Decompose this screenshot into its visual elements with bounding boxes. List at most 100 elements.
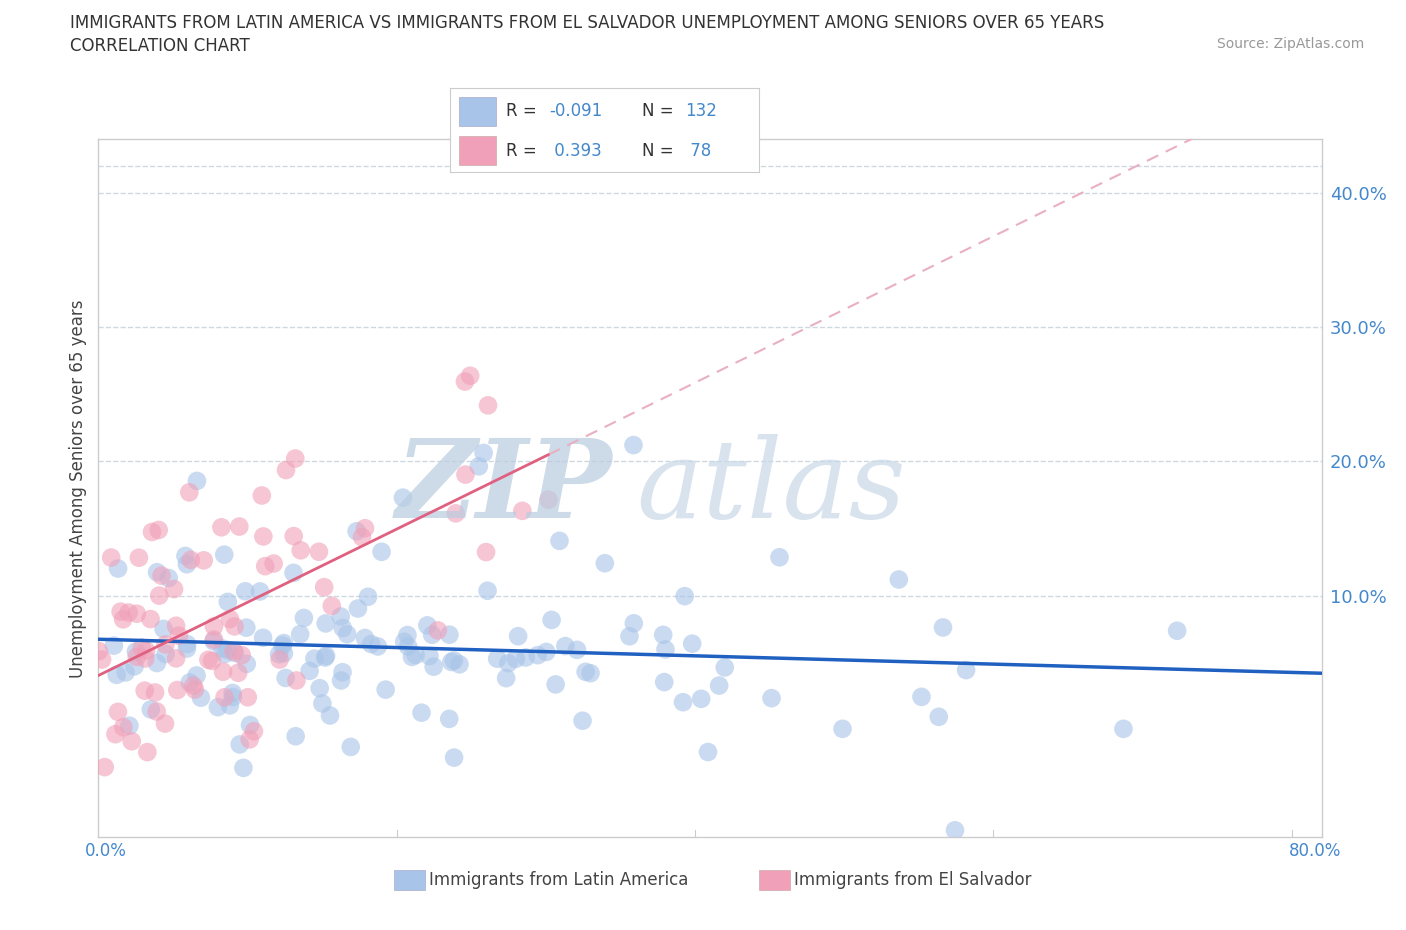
Point bbox=[221, 685, 243, 700]
Point bbox=[681, 636, 703, 651]
Point bbox=[440, 655, 463, 670]
Point bbox=[209, 520, 232, 535]
Point bbox=[153, 716, 176, 731]
Text: 0.393: 0.393 bbox=[548, 142, 602, 160]
Point bbox=[707, 678, 730, 693]
Text: 0.0%: 0.0% bbox=[84, 842, 127, 859]
Point bbox=[454, 467, 477, 482]
Point bbox=[186, 668, 208, 683]
Point bbox=[91, 652, 114, 667]
Point bbox=[271, 638, 294, 653]
Point bbox=[321, 598, 343, 613]
Point bbox=[190, 690, 212, 705]
Point bbox=[273, 646, 295, 661]
Point bbox=[761, 691, 783, 706]
Point bbox=[212, 547, 235, 562]
Point bbox=[284, 729, 307, 744]
Point bbox=[475, 545, 498, 560]
Point bbox=[332, 620, 354, 635]
Point bbox=[370, 544, 392, 559]
Point bbox=[411, 705, 433, 720]
Text: 132: 132 bbox=[685, 102, 717, 120]
Point bbox=[673, 589, 696, 604]
Point bbox=[697, 745, 720, 760]
Point bbox=[232, 761, 254, 776]
Point bbox=[672, 695, 695, 710]
Text: 78: 78 bbox=[685, 142, 711, 160]
Point bbox=[292, 610, 315, 625]
Point bbox=[146, 656, 169, 671]
Point bbox=[228, 519, 250, 534]
Point bbox=[134, 651, 156, 666]
Point bbox=[420, 628, 443, 643]
Point bbox=[579, 666, 602, 681]
Text: IMMIGRANTS FROM LATIN AMERICA VS IMMIGRANTS FROM EL SALVADOR UNEMPLOYMENT AMONG : IMMIGRANTS FROM LATIN AMERICA VS IMMIGRA… bbox=[70, 14, 1105, 32]
Point bbox=[174, 549, 197, 564]
Point bbox=[288, 627, 311, 642]
Text: R =: R = bbox=[506, 142, 541, 160]
Point bbox=[350, 530, 373, 545]
Point bbox=[252, 529, 274, 544]
Point bbox=[136, 745, 159, 760]
Text: ZIP: ZIP bbox=[395, 434, 612, 542]
Point bbox=[943, 823, 966, 838]
Point bbox=[932, 620, 955, 635]
Point bbox=[405, 647, 427, 662]
Text: Immigrants from El Salvador: Immigrants from El Salvador bbox=[794, 870, 1032, 889]
Point bbox=[486, 651, 509, 666]
Point bbox=[768, 550, 790, 565]
Point bbox=[201, 654, 224, 669]
Point bbox=[150, 568, 173, 583]
Point bbox=[219, 612, 242, 627]
Point bbox=[713, 660, 735, 675]
Point bbox=[167, 629, 190, 644]
FancyBboxPatch shape bbox=[460, 136, 496, 166]
Point bbox=[396, 639, 419, 654]
Point bbox=[357, 590, 380, 604]
Point bbox=[354, 521, 377, 536]
Point bbox=[285, 673, 308, 688]
Point bbox=[125, 649, 148, 664]
Text: R =: R = bbox=[506, 102, 541, 120]
Point bbox=[367, 639, 389, 654]
Point bbox=[100, 551, 122, 565]
Point bbox=[426, 623, 449, 638]
Point bbox=[416, 618, 439, 632]
Point bbox=[231, 647, 253, 662]
Point bbox=[654, 642, 676, 657]
Point bbox=[184, 682, 207, 697]
Point bbox=[183, 678, 205, 693]
Point bbox=[537, 492, 560, 507]
Point bbox=[145, 704, 167, 719]
Point bbox=[314, 579, 336, 594]
Point bbox=[444, 506, 467, 521]
Point bbox=[143, 685, 166, 700]
Point bbox=[449, 657, 471, 671]
Point bbox=[290, 543, 312, 558]
Point bbox=[315, 616, 337, 631]
Text: N =: N = bbox=[641, 102, 679, 120]
Text: 80.0%: 80.0% bbox=[1288, 842, 1341, 859]
Point bbox=[274, 462, 297, 477]
Text: Source: ZipAtlas.com: Source: ZipAtlas.com bbox=[1216, 37, 1364, 51]
Point bbox=[155, 637, 177, 652]
Point bbox=[360, 637, 382, 652]
Point bbox=[176, 557, 198, 572]
Point bbox=[314, 650, 336, 665]
Point bbox=[454, 374, 477, 389]
Point bbox=[472, 445, 495, 460]
Point bbox=[955, 663, 977, 678]
Point bbox=[498, 656, 520, 671]
Point bbox=[422, 659, 444, 674]
Point bbox=[887, 572, 910, 587]
Point bbox=[347, 601, 370, 616]
Point bbox=[139, 612, 162, 627]
Point bbox=[308, 681, 330, 696]
Point bbox=[571, 713, 593, 728]
Point bbox=[239, 732, 262, 747]
Point bbox=[619, 629, 641, 644]
Point bbox=[495, 671, 517, 685]
Point bbox=[117, 605, 139, 620]
Point bbox=[330, 673, 353, 688]
Point bbox=[468, 458, 491, 473]
